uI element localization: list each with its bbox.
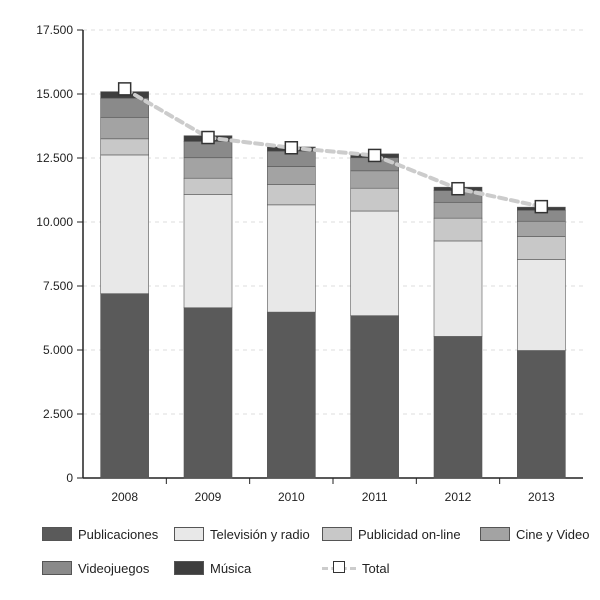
bar-segment [433,336,483,479]
legend-swatch-television-radio [174,527,204,541]
total-marker [201,130,215,145]
total-marker [117,82,132,96]
total-marker [367,148,382,163]
legend-swatch-videojuegos [42,561,72,575]
bar-segment [433,240,483,337]
total-line [122,86,544,209]
legend-label-television-radio: Televisión y radio [210,526,310,542]
legend: Publicaciones Televisión y radio Publici… [40,520,596,590]
legend-item-musica: Música [174,558,251,578]
legend-label-musica: Música [210,560,252,576]
legend-label-publicaciones: Publicaciones [78,526,159,542]
bar-segment [350,187,399,212]
bar-segment [100,97,149,118]
total-marker [284,141,299,155]
y-tick-label: 7.500 [43,279,73,293]
legend-item-publicidad-online: Publicidad on-line [322,524,461,544]
legend-label-videojuegos: Videojuegos [78,560,150,576]
bar-segment [100,293,149,479]
bar-segment [267,311,316,479]
total-marker [534,199,549,214]
legend-swatch-musica [174,561,204,575]
bar-segment [183,177,233,195]
bar-segment [267,204,316,313]
legend-item-television-radio: Televisión y radio [174,524,310,544]
bar-segment [183,307,233,479]
y-tick-label: 12.500 [36,151,73,165]
legend-swatch-publicidad-online [322,527,352,541]
bar-segment [100,116,149,140]
y-tick-label: 5.000 [43,343,73,357]
bar-segment [267,166,316,185]
y-tick-label: 15.000 [36,87,73,101]
legend-label-total: Total [362,560,390,576]
x-tick-label: 2013 [528,490,555,504]
bar-segment [183,194,233,309]
stacked-bar-chart: 0 2.500 5.000 7.500 10.000 12.500 15.000 17.500… [36,23,583,504]
legend-item-videojuegos: Videojuegos [42,558,149,578]
legend-label-cine-video: Cine y Video [516,526,590,542]
y-tick-label: 0 [66,471,73,485]
bar-segment [433,217,483,242]
legend-swatch-publicaciones [42,527,72,541]
legend-swatch-total [322,561,356,575]
legend-swatch-cine-video [480,527,510,541]
x-tick-label: 2010 [278,490,305,504]
legend-item-total: Total [322,558,389,578]
bar-segment [350,170,399,189]
y-tick-label: 2.500 [43,407,73,421]
total-marker [451,181,465,196]
legend-item-publicaciones: Publicaciones [42,524,158,544]
y-tick-label: 10.000 [36,215,73,229]
bar-segment [183,157,233,179]
bar-segment [517,259,566,351]
bar-segment [100,154,149,294]
y-tick-label: 17.500 [36,23,73,37]
legend-item-cine-video: Cine y Video [480,524,589,544]
bar-segment [517,236,566,260]
bar-segment [267,184,316,206]
bar-segment [350,315,399,479]
bar-segment [100,138,149,156]
legend-label-publicidad-online: Publicidad on-line [358,526,461,542]
x-tick-label: 2012 [445,490,472,504]
bar-segment [517,350,566,479]
bar-segment [350,210,399,316]
x-tick-label: 2008 [111,490,138,504]
x-tick-label: 2009 [195,490,222,504]
bar-segment [517,220,566,237]
x-tick-label: 2011 [362,490,388,504]
bar-segment [433,201,483,219]
